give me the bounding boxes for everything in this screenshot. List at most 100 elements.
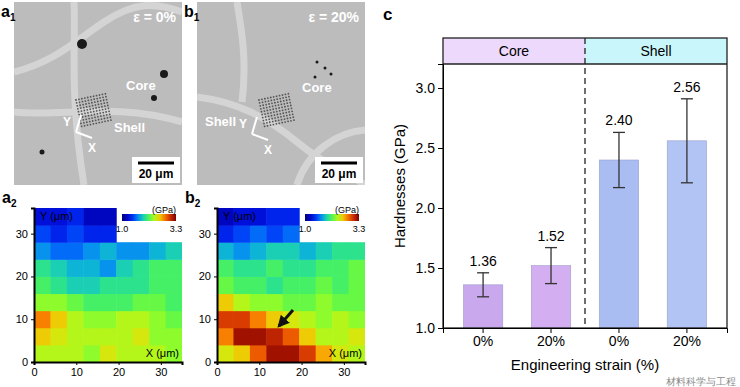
tick: 20: [199, 270, 217, 282]
grain-boundary: [14, 5, 182, 72]
indent: [265, 104, 267, 106]
cell: [299, 345, 316, 362]
tick-label: 3.0: [416, 80, 436, 96]
group-divider: [584, 38, 585, 328]
indent: [93, 95, 95, 97]
header-line: [443, 63, 727, 64]
indent: [106, 117, 108, 119]
indent: [283, 103, 285, 105]
indent: [280, 116, 282, 118]
indent: [274, 102, 276, 104]
cell: [233, 276, 250, 294]
tick: 30: [338, 362, 350, 378]
axis-title: Hardnesses (GPa): [391, 124, 408, 248]
cell: [166, 242, 182, 260]
indent: [263, 122, 265, 124]
indent: [86, 124, 88, 126]
indent: [95, 119, 97, 121]
cell: [34, 294, 51, 312]
indent: [276, 95, 278, 97]
error-line: [482, 273, 483, 297]
indent: [282, 97, 284, 99]
indent: [78, 98, 80, 100]
cell: [316, 328, 333, 346]
tick-mark: [438, 268, 443, 269]
indent: [273, 111, 275, 113]
indent: [81, 101, 83, 103]
tick-label: 1.5: [416, 260, 436, 276]
cell: [233, 311, 250, 329]
cell: [100, 242, 117, 260]
cell: [250, 276, 267, 294]
indent: [96, 98, 98, 100]
pointer-arrow: [279, 310, 293, 326]
indent: [279, 113, 281, 115]
tick: 10: [16, 313, 34, 325]
grain-boundary: [197, 97, 365, 185]
colorbar-tick-label: 1.0: [299, 224, 312, 234]
axis-title: Y (μm): [223, 210, 256, 222]
cell: [250, 345, 267, 362]
indent: [96, 113, 98, 115]
axis-title: X (μm): [329, 347, 362, 359]
cell: [133, 311, 150, 329]
cell: [217, 311, 234, 329]
indent: [89, 108, 91, 110]
indent: [91, 117, 93, 119]
indent: [279, 110, 281, 112]
indent: [87, 96, 89, 98]
indent: [270, 112, 272, 114]
error-line: [681, 182, 693, 183]
indent: [258, 99, 260, 101]
tick: 20%: [537, 328, 565, 349]
cell: [217, 225, 234, 243]
cell: [133, 276, 150, 294]
indent: [81, 113, 83, 115]
figure: XYε = 0%CoreShell20 μma1XYε = 20%CoreShe…: [0, 0, 740, 387]
indent: [290, 104, 292, 106]
indent: [259, 105, 261, 107]
error-bar: [477, 273, 489, 297]
indent: [84, 100, 86, 102]
indent: [291, 110, 293, 112]
indent: [86, 121, 88, 123]
indent: [268, 118, 270, 120]
x-axis: 0102030: [31, 362, 182, 378]
cell: [100, 294, 117, 312]
axis-letter: X: [88, 141, 96, 155]
indent: [94, 116, 96, 118]
indent: [276, 110, 278, 112]
tick: 20%: [673, 328, 701, 349]
indent: [278, 122, 280, 124]
error-bar: [613, 132, 625, 187]
indent: [82, 116, 84, 118]
indent: [288, 111, 290, 113]
indent: [75, 99, 77, 101]
indent: [97, 100, 99, 102]
indent: [269, 124, 271, 126]
cell: [233, 259, 250, 277]
indent: [285, 96, 287, 98]
indent: [266, 125, 268, 127]
cell: [100, 208, 117, 226]
cell: [83, 259, 100, 277]
cell: [250, 328, 267, 346]
watermark: 材料科学与工程: [665, 376, 736, 387]
indent: [86, 109, 88, 111]
cell: [67, 276, 84, 294]
axis-line: [214, 209, 218, 363]
indent: [273, 99, 275, 101]
indent: [286, 102, 288, 104]
axis-title: Engineering strain (%): [511, 356, 659, 373]
cell: [133, 294, 150, 312]
cell: [116, 276, 133, 294]
indent: [292, 116, 294, 118]
indent: [100, 100, 102, 102]
indent: [104, 93, 106, 95]
indent: [264, 125, 266, 127]
indent: [268, 103, 270, 105]
cell: [217, 242, 234, 260]
cell: [67, 225, 84, 243]
micrograph-background: [14, 2, 182, 185]
indent: [263, 110, 265, 112]
